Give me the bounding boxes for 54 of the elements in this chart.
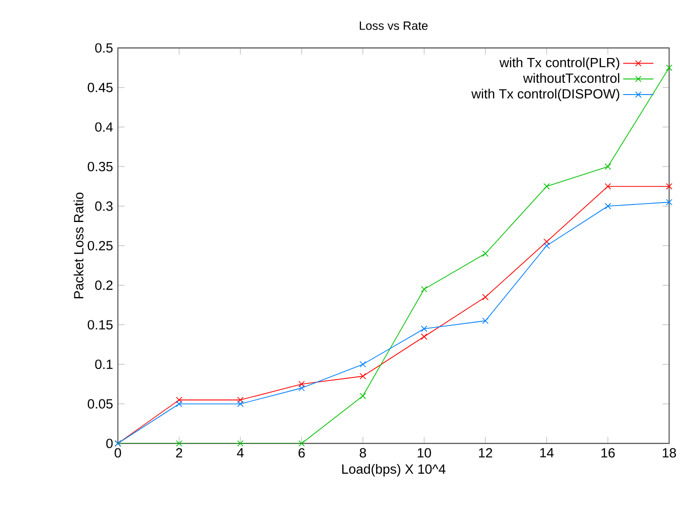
x-axis-title: Load(bps) X 10^4 xyxy=(342,464,446,476)
y-tick-label: 0.15 xyxy=(88,320,113,330)
x-tick-label: 8 xyxy=(360,448,366,458)
x-tick-label: 0 xyxy=(114,448,122,458)
legend-label: withoutTxcontrol xyxy=(523,72,620,83)
point xyxy=(360,372,366,380)
x-tick-label: 18 xyxy=(662,448,676,458)
legend-label: with Tx control(PLR) xyxy=(499,57,620,70)
y-tick-label: 0.2 xyxy=(95,280,112,290)
x-tick-label: 4 xyxy=(236,448,244,458)
point xyxy=(666,64,672,71)
point xyxy=(604,182,612,190)
point xyxy=(420,325,428,332)
legend-label: with Tx control(DISPOW) xyxy=(471,88,620,101)
y-axis-title: Packet Loss Ratio xyxy=(74,192,84,298)
point xyxy=(604,202,612,210)
point xyxy=(176,440,182,446)
point xyxy=(360,360,366,368)
point xyxy=(543,242,550,249)
point xyxy=(298,380,305,388)
point xyxy=(237,400,244,407)
x-tick-label: 12 xyxy=(479,448,492,458)
x-tick-label: 10 xyxy=(418,448,432,458)
point xyxy=(420,333,428,340)
y-tick-label: 0.35 xyxy=(88,162,113,172)
chart-title: Loss vs Rate xyxy=(360,21,428,30)
point xyxy=(237,396,244,403)
point xyxy=(482,317,489,324)
y-tick-label: 0.4 xyxy=(95,122,113,132)
y-tick-label: 0.1 xyxy=(95,359,113,369)
y-tick-label: 0.3 xyxy=(95,201,113,211)
point xyxy=(176,396,182,403)
y-tick-label: 0.05 xyxy=(88,398,113,408)
point xyxy=(237,440,244,446)
point xyxy=(298,384,305,392)
point xyxy=(666,198,672,206)
y-tick-label: 0.5 xyxy=(95,43,113,52)
x-tick-label: 16 xyxy=(602,448,615,458)
point xyxy=(298,440,305,446)
point xyxy=(360,392,366,400)
point xyxy=(482,250,489,257)
x-tick-label: 2 xyxy=(176,448,182,458)
y-tick-label: 0.45 xyxy=(88,82,113,92)
point xyxy=(543,182,550,190)
y-tick-label: 0 xyxy=(106,438,113,448)
point xyxy=(543,238,550,245)
point xyxy=(482,294,489,300)
point xyxy=(420,286,428,292)
y-tick-label: 0.25 xyxy=(88,240,113,250)
point xyxy=(666,182,672,190)
point xyxy=(176,400,182,407)
point xyxy=(604,163,612,170)
x-tick-label: 6 xyxy=(298,448,305,458)
x-tick-label: 14 xyxy=(540,448,554,458)
